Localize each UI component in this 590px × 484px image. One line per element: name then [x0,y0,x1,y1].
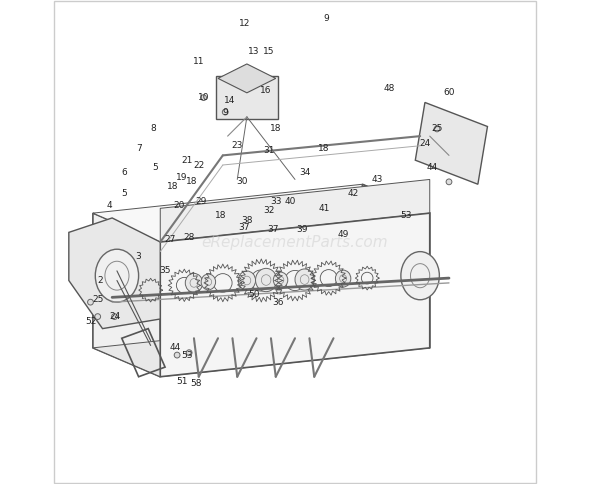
Text: 5: 5 [122,189,127,198]
Text: 38: 38 [241,216,253,225]
Text: 36: 36 [273,298,284,307]
Text: 25: 25 [92,295,103,304]
Polygon shape [362,184,430,348]
Text: 23: 23 [231,141,243,150]
Text: 10: 10 [198,93,209,102]
Text: 53: 53 [181,350,192,360]
Ellipse shape [401,252,440,300]
Text: 39: 39 [296,226,308,234]
Text: 37: 37 [239,223,250,232]
Text: 34: 34 [299,168,310,177]
Text: 11: 11 [193,57,205,66]
Ellipse shape [434,126,440,132]
Text: 4: 4 [107,201,113,211]
Text: 13: 13 [248,47,260,57]
Ellipse shape [273,272,288,288]
Text: 30: 30 [237,177,248,186]
Text: 24: 24 [109,312,120,321]
Text: 41: 41 [318,204,330,213]
FancyBboxPatch shape [215,76,278,119]
Ellipse shape [222,109,228,115]
Text: 32: 32 [263,206,274,215]
Ellipse shape [186,350,192,356]
Ellipse shape [174,352,180,358]
Text: 60: 60 [443,88,455,97]
Text: 31: 31 [263,146,274,155]
Text: 14: 14 [224,95,236,105]
Ellipse shape [201,95,206,101]
Polygon shape [93,213,160,377]
Text: 53: 53 [400,211,411,220]
Text: 15: 15 [263,47,274,57]
Text: 5: 5 [153,163,158,172]
Text: 9: 9 [323,14,329,23]
Text: 20: 20 [174,201,185,211]
Text: 19: 19 [176,172,188,182]
Text: 33: 33 [270,197,281,206]
Text: 6: 6 [122,168,127,177]
Text: 3: 3 [136,252,142,261]
Polygon shape [160,213,430,377]
Text: 29: 29 [195,197,207,206]
Ellipse shape [238,271,255,290]
Text: 25: 25 [431,124,442,134]
Text: 18: 18 [318,144,330,152]
Text: 18: 18 [215,211,226,220]
Text: 44: 44 [427,163,438,172]
Text: 16: 16 [260,86,272,95]
Text: 27: 27 [164,235,176,244]
Polygon shape [415,103,487,184]
Text: 48: 48 [383,84,395,92]
Text: 21: 21 [181,156,192,165]
Polygon shape [218,64,276,93]
Text: 49: 49 [337,230,349,239]
Ellipse shape [295,269,314,290]
Text: 50: 50 [248,290,260,300]
Text: 44: 44 [169,343,181,352]
Polygon shape [93,184,430,242]
Text: 51: 51 [176,377,188,386]
Polygon shape [93,319,430,377]
Text: 24: 24 [419,139,431,148]
Text: 37: 37 [268,226,279,234]
Text: 12: 12 [239,18,250,28]
Text: 58: 58 [191,379,202,389]
Text: 35: 35 [159,266,171,275]
Ellipse shape [105,261,153,319]
Text: 40: 40 [284,197,296,206]
Ellipse shape [185,273,202,292]
Text: 7: 7 [136,144,142,152]
Ellipse shape [255,268,277,292]
Text: 2: 2 [97,276,103,285]
Ellipse shape [201,274,215,290]
Text: eReplacementParts.com: eReplacementParts.com [202,235,388,249]
Text: 18: 18 [166,182,178,191]
Text: 22: 22 [193,161,204,169]
Ellipse shape [336,270,351,287]
Ellipse shape [87,299,93,305]
Text: 18: 18 [186,177,197,186]
Text: 43: 43 [371,175,382,184]
Ellipse shape [112,314,117,319]
Ellipse shape [96,249,139,302]
Text: 18: 18 [270,124,281,134]
Polygon shape [160,180,430,242]
Text: 9: 9 [222,107,228,117]
Ellipse shape [95,314,100,319]
Text: 8: 8 [150,124,156,134]
Polygon shape [69,218,160,329]
Text: 42: 42 [347,189,358,198]
Text: 28: 28 [183,233,195,242]
Ellipse shape [446,179,452,185]
Text: 52: 52 [85,317,96,326]
